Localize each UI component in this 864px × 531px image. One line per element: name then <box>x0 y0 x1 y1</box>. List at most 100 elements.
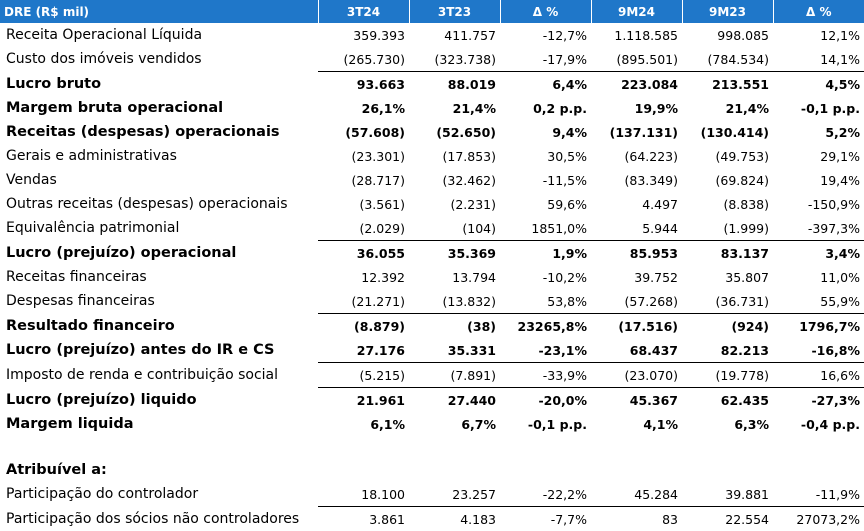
cell-value: (32.462) <box>409 168 500 192</box>
cell-value: (130.414) <box>682 120 773 144</box>
table-row: Receita Operacional Líquida 359.393 411.… <box>0 23 864 47</box>
cell-value: 68.437 <box>591 338 682 363</box>
cell-value: 35.369 <box>409 241 500 266</box>
cell-value: 45.367 <box>591 388 682 413</box>
cell-value: (924) <box>682 314 773 339</box>
cell-value <box>591 458 682 482</box>
section-label: Atribuível a: <box>0 458 318 482</box>
cell-value: -0,1 p.p. <box>773 96 864 120</box>
row-label: Margem bruta operacional <box>0 96 318 120</box>
cell-value: (17.516) <box>591 314 682 339</box>
cell-value: (23.301) <box>318 144 409 168</box>
cell-value: -0,1 p.p. <box>500 412 591 436</box>
table-row: Margem bruta operacional 26,1% 21,4% 0,2… <box>0 96 864 120</box>
header-3t24: 3T24 <box>318 0 409 23</box>
cell-value: 83 <box>591 507 682 531</box>
cell-value: (7.891) <box>409 363 500 388</box>
row-label: Equivalência patrimonial <box>0 216 318 241</box>
cell-value: -11,9% <box>773 482 864 507</box>
cell-value: 5,2% <box>773 120 864 144</box>
cell-value: 1,9% <box>500 241 591 266</box>
cell-value: 27.440 <box>409 388 500 413</box>
cell-value: 29,1% <box>773 144 864 168</box>
table-row: Lucro (prejuízo) liquido 21.961 27.440 -… <box>0 388 864 413</box>
row-label: Lucro bruto <box>0 72 318 97</box>
cell-value: 18.100 <box>318 482 409 507</box>
cell-value: 6,4% <box>500 72 591 97</box>
table-row: Despesas financeiras (21.271) (13.832) 5… <box>0 289 864 314</box>
row-label: Lucro (prejuízo) operacional <box>0 241 318 266</box>
cell-value: (57.608) <box>318 120 409 144</box>
header-3t23: 3T23 <box>409 0 500 23</box>
cell-value: 83.137 <box>682 241 773 266</box>
cell-value: (265.730) <box>318 47 409 72</box>
cell-value: -7,7% <box>500 507 591 531</box>
cell-value: 998.085 <box>682 23 773 47</box>
cell-value: 6,3% <box>682 412 773 436</box>
cell-value: (83.349) <box>591 168 682 192</box>
cell-value: (3.561) <box>318 192 409 216</box>
cell-value: (8.879) <box>318 314 409 339</box>
table-row: Gerais e administrativas (23.301) (17.85… <box>0 144 864 168</box>
cell-value <box>773 458 864 482</box>
cell-value: 59,6% <box>500 192 591 216</box>
table-row: Lucro (prejuízo) antes do IR e CS 27.176… <box>0 338 864 363</box>
cell-value: (23.070) <box>591 363 682 388</box>
cell-value: 93.663 <box>318 72 409 97</box>
cell-value: 23.257 <box>409 482 500 507</box>
cell-value: 411.757 <box>409 23 500 47</box>
row-label: Vendas <box>0 168 318 192</box>
table-row: Equivalência patrimonial (2.029) (104) 1… <box>0 216 864 241</box>
cell-value: 12.392 <box>318 265 409 289</box>
header-9m24: 9M24 <box>591 0 682 23</box>
cell-value: (52.650) <box>409 120 500 144</box>
cell-value: -0,4 p.p. <box>773 412 864 436</box>
cell-value: -33,9% <box>500 363 591 388</box>
cell-value: 30,5% <box>500 144 591 168</box>
cell-value: (38) <box>409 314 500 339</box>
cell-value: 11,0% <box>773 265 864 289</box>
cell-value: 21,4% <box>682 96 773 120</box>
cell-value: 1851,0% <box>500 216 591 241</box>
cell-value: -150,9% <box>773 192 864 216</box>
table-row: Margem liquida 6,1% 6,7% -0,1 p.p. 4,1% … <box>0 412 864 436</box>
cell-value: 16,6% <box>773 363 864 388</box>
cell-value <box>682 458 773 482</box>
cell-value: 4.497 <box>591 192 682 216</box>
row-label: Despesas financeiras <box>0 289 318 314</box>
cell-value: 21,4% <box>409 96 500 120</box>
row-label: Outras receitas (despesas) operacionais <box>0 192 318 216</box>
cell-value: (49.753) <box>682 144 773 168</box>
cell-value: (895.501) <box>591 47 682 72</box>
cell-value: -12,7% <box>500 23 591 47</box>
row-label: Custo dos imóveis vendidos <box>0 47 318 72</box>
table-row: Participação do controlador 18.100 23.25… <box>0 482 864 507</box>
cell-value: 55,9% <box>773 289 864 314</box>
table-row: Outras receitas (despesas) operacionais … <box>0 192 864 216</box>
row-label: Imposto de renda e contribuição social <box>0 363 318 388</box>
cell-value: 4.183 <box>409 507 500 531</box>
cell-value: 39.752 <box>591 265 682 289</box>
cell-value: 23265,8% <box>500 314 591 339</box>
header-row: DRE (R$ mil) 3T24 3T23 Δ % 9M24 9M23 Δ % <box>0 0 864 23</box>
cell-value: 85.953 <box>591 241 682 266</box>
cell-value: (21.271) <box>318 289 409 314</box>
cell-value <box>409 458 500 482</box>
cell-value: 6,1% <box>318 412 409 436</box>
cell-value: (69.824) <box>682 168 773 192</box>
cell-value: 35.807 <box>682 265 773 289</box>
cell-value: (137.131) <box>591 120 682 144</box>
cell-value: 39.881 <box>682 482 773 507</box>
cell-value: 19,9% <box>591 96 682 120</box>
row-label: Receitas (despesas) operacionais <box>0 120 318 144</box>
cell-value: 223.084 <box>591 72 682 97</box>
cell-value: 1.118.585 <box>591 23 682 47</box>
cell-value: -23,1% <box>500 338 591 363</box>
cell-value: 36.055 <box>318 241 409 266</box>
header-9m23: 9M23 <box>682 0 773 23</box>
cell-value: 35.331 <box>409 338 500 363</box>
row-label: Gerais e administrativas <box>0 144 318 168</box>
row-label: Participação do controlador <box>0 482 318 507</box>
cell-value: 82.213 <box>682 338 773 363</box>
